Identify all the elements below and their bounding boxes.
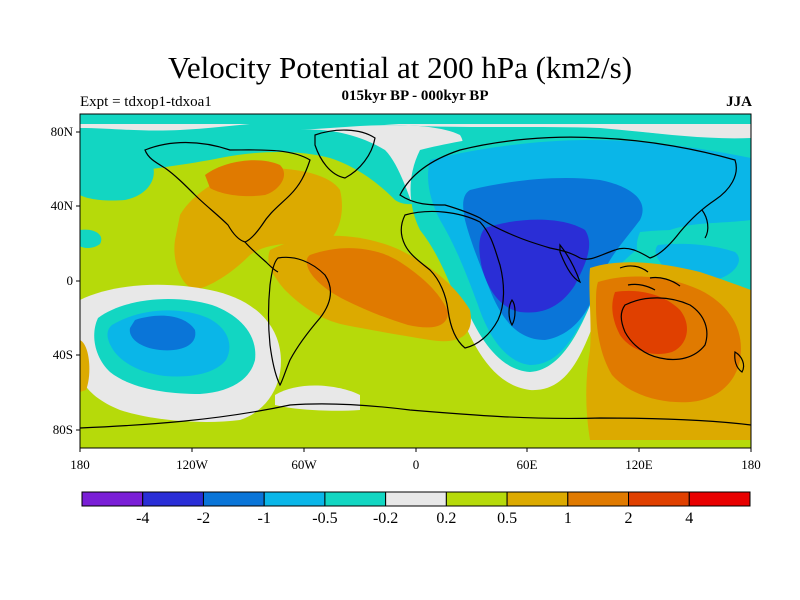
coast-north-america bbox=[144, 141, 311, 243]
x-tick-label: 120W bbox=[176, 457, 209, 472]
coast-africa bbox=[400, 210, 505, 349]
colorbar-swatch bbox=[688, 491, 751, 507]
y-tick-label: 40N bbox=[51, 198, 74, 213]
colorbar-label: -1 bbox=[258, 510, 271, 527]
field-grey-east-ring bbox=[455, 280, 603, 391]
colorbar-swatch bbox=[445, 491, 508, 507]
x-tick-label: 120E bbox=[625, 457, 653, 472]
colorbar-label: 0.2 bbox=[436, 510, 456, 527]
map-subtitle: 015kyr BP - 000kyr BP bbox=[341, 88, 489, 104]
coast-madagascar bbox=[508, 298, 516, 327]
y-tick-label: 80S bbox=[53, 422, 73, 437]
x-tick-label: 180 bbox=[70, 457, 90, 472]
field-blue-southpacific bbox=[129, 315, 196, 351]
colorbar-label: 4 bbox=[685, 510, 693, 527]
y-tick-labels: 80N 40N 0 40S 80S bbox=[51, 124, 74, 437]
colorbar-label: 2 bbox=[625, 510, 633, 527]
coastlines bbox=[80, 129, 751, 429]
y-tick-label: 80N bbox=[51, 124, 74, 139]
field-cyan-pole bbox=[80, 114, 751, 124]
x-tick-label: 60E bbox=[517, 457, 538, 472]
coast-japan bbox=[701, 209, 709, 239]
colorbar-swatch bbox=[81, 491, 144, 507]
coast-maritime bbox=[619, 265, 681, 291]
field-darkorange-southatlantic bbox=[306, 248, 448, 328]
field-darkblue-east bbox=[479, 219, 590, 313]
colorbar-swatch bbox=[628, 491, 690, 507]
colorbar-label: 0.5 bbox=[497, 510, 517, 527]
experiment-label: Expt = tdxop1-tdxoa1 bbox=[80, 94, 212, 110]
x-tick-label: 60W bbox=[291, 457, 317, 472]
coast-south-america bbox=[267, 256, 332, 387]
colorbar-swatch bbox=[567, 491, 630, 507]
colorbar-swatch bbox=[142, 491, 204, 507]
field-orange-americas bbox=[174, 168, 342, 290]
contour-field bbox=[80, 114, 751, 448]
coast-antarctica bbox=[80, 403, 751, 429]
map-title: Velocity Potential at 200 hPa (km2/s) bbox=[167, 50, 633, 85]
coast-australia bbox=[620, 297, 708, 361]
field-cyan-smallpatch bbox=[80, 229, 102, 248]
x-tick-label: 180 bbox=[741, 457, 761, 472]
axis-ticks bbox=[76, 131, 752, 452]
y-tick-label: 40S bbox=[53, 347, 73, 362]
colorbar-label: 1 bbox=[564, 510, 572, 527]
colorbar-swatch bbox=[385, 491, 447, 507]
field-orange-west-edge bbox=[80, 340, 90, 392]
colorbar-label: -4 bbox=[136, 510, 149, 527]
x-tick-labels: 180 120W 60W 0 60E 120E 180 bbox=[70, 457, 761, 472]
colorbar-swatch bbox=[263, 491, 326, 507]
colorbar-label: -0.5 bbox=[312, 510, 337, 527]
coast-eurasia bbox=[399, 136, 737, 260]
field-red-australia bbox=[612, 290, 687, 355]
field-darkorange-northamerica bbox=[205, 160, 285, 197]
season-label: JJA bbox=[726, 94, 752, 110]
colorbar-swatch bbox=[324, 491, 387, 507]
field-cyan-northpacific bbox=[80, 152, 154, 201]
coast-central-america bbox=[244, 241, 279, 273]
y-tick-label: 0 bbox=[67, 273, 74, 288]
coast-greenland bbox=[314, 129, 376, 179]
colorbar: -4 -2 -1 -0.5 -0.2 0.2 0.5 1 2 4 bbox=[81, 491, 751, 527]
colorbar-label: -2 bbox=[197, 510, 210, 527]
colorbar-swatch bbox=[506, 491, 569, 507]
x-tick-label: 0 bbox=[413, 457, 420, 472]
colorbar-swatch bbox=[202, 491, 265, 507]
colorbar-label: -0.2 bbox=[373, 510, 398, 527]
coast-new-zealand bbox=[734, 351, 745, 373]
coast-india bbox=[559, 243, 582, 284]
